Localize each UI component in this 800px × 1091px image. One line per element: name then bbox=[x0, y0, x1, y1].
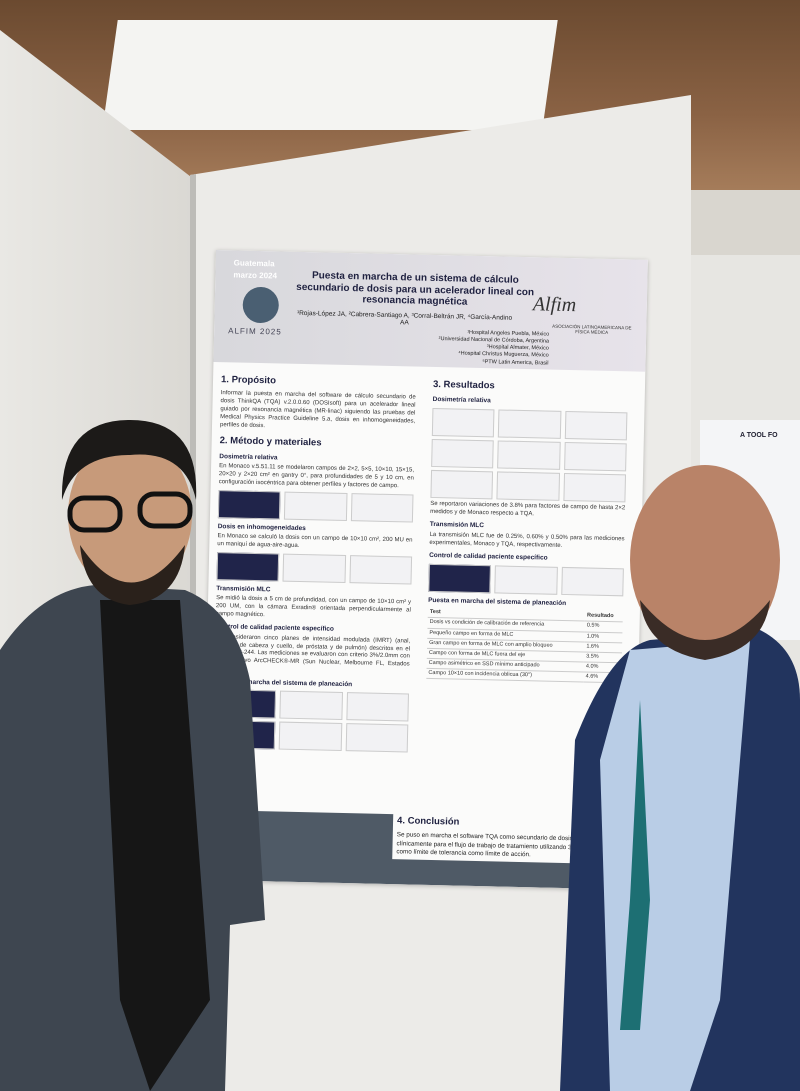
right-beard bbox=[640, 600, 770, 660]
left-glasses bbox=[67, 495, 123, 533]
left-shirt bbox=[100, 600, 210, 1091]
right-face bbox=[630, 465, 780, 655]
neighbor-title: A TOOL FO bbox=[740, 432, 778, 439]
lanyard bbox=[620, 700, 650, 1030]
left-hair bbox=[61, 420, 197, 500]
left-face bbox=[68, 437, 192, 593]
left-glasses bbox=[137, 491, 193, 529]
left-beard bbox=[80, 545, 185, 605]
